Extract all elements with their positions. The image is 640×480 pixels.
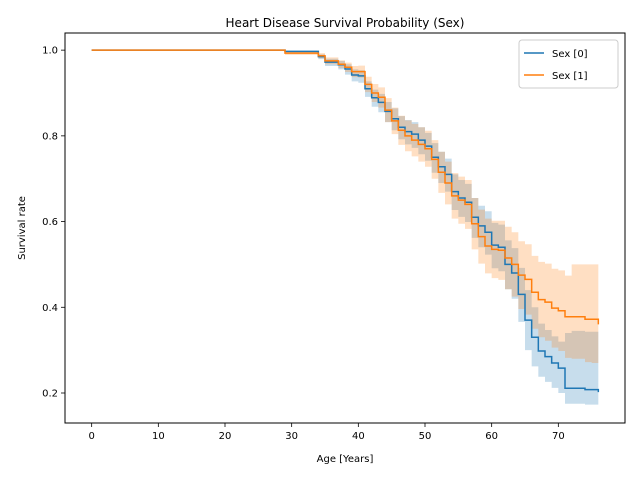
x-tick-label: 10 bbox=[152, 431, 165, 442]
x-tick-label: 70 bbox=[552, 431, 565, 442]
legend-label-series-1: Sex [1] bbox=[552, 71, 588, 82]
confidence-band-series-1 bbox=[91, 50, 599, 370]
plot-area bbox=[91, 49, 600, 406]
confidence-band-series-0 bbox=[91, 50, 599, 406]
y-tick-label: 0.6 bbox=[42, 217, 58, 228]
y-axis-title: Survival rate bbox=[17, 196, 28, 260]
y-tick-label: 1.0 bbox=[42, 46, 58, 57]
axes-frame bbox=[64, 32, 626, 424]
x-tick-label: 30 bbox=[285, 431, 298, 442]
x-tick-label: 20 bbox=[219, 431, 232, 442]
x-tick-label: 60 bbox=[485, 431, 498, 442]
y-tick-label: 0.4 bbox=[42, 303, 58, 314]
chart-title: Heart Disease Survival Probability (Sex) bbox=[226, 16, 465, 30]
y-tick-label: 0.8 bbox=[42, 131, 58, 142]
survival-line-series-1 bbox=[91, 49, 600, 325]
x-axis-title: Age [Years] bbox=[317, 454, 374, 465]
y-tick-label: 0.2 bbox=[42, 389, 58, 400]
x-axis: 0 10 20 30 40 50 60 70 bbox=[88, 423, 565, 442]
legend: Sex [0] Sex [1] bbox=[518, 39, 619, 89]
x-tick-label: 40 bbox=[352, 431, 365, 442]
x-tick-label: 0 bbox=[88, 431, 94, 442]
legend-box bbox=[518, 39, 619, 89]
y-axis: 0.2 0.4 0.6 0.8 1.0 bbox=[42, 46, 65, 400]
x-tick-label: 50 bbox=[419, 431, 432, 442]
legend-label-series-0: Sex [0] bbox=[552, 49, 588, 60]
